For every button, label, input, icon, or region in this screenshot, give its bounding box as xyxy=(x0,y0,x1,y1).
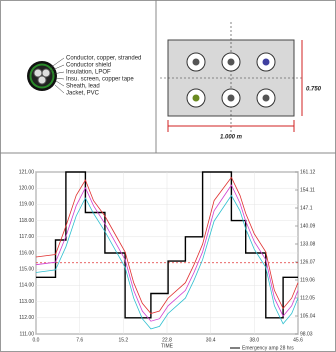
height-label: 0.750 xyxy=(306,87,322,93)
series-line xyxy=(35,176,299,314)
y-tick-label: 113.00 xyxy=(19,299,34,305)
x-tick-label: 15.2 xyxy=(118,337,128,343)
series-line xyxy=(35,184,299,322)
y2-tick-label: 133.08 xyxy=(300,241,316,247)
cable-label: Conductor, copper, stranded xyxy=(66,56,141,62)
y2-tick-label: 154.11 xyxy=(300,187,315,193)
y-tick-label: 112.00 xyxy=(19,315,34,321)
cable-label: Sheath, lead xyxy=(66,84,100,90)
series-line xyxy=(35,194,299,330)
cable-label: Jacket, PVC xyxy=(66,91,100,97)
y2-tick-label: 119.06 xyxy=(300,277,315,283)
x-tick-label: 30.4 xyxy=(206,337,216,343)
cable-label: Conductor shield xyxy=(66,63,111,69)
y-tick-label: 120.00 xyxy=(19,186,35,192)
cable-icon xyxy=(27,57,65,94)
y2-tick-label: 147.1 xyxy=(300,205,313,211)
x-axis-label: TIME xyxy=(161,343,174,349)
y-tick-label: 114.00 xyxy=(19,283,34,289)
y2-tick-label: 105.04 xyxy=(300,313,316,319)
legend-label: Emergency amp 28 hrs xyxy=(242,345,294,351)
y-tick-label: 117.00 xyxy=(19,234,34,240)
ductbank xyxy=(160,22,303,134)
y2-tick-label: 140.09 xyxy=(300,223,316,229)
x-tick-label: 22.8 xyxy=(162,337,172,343)
x-tick-label: 0.0 xyxy=(33,337,40,343)
x-tick-label: 38.0 xyxy=(249,337,259,343)
x-tick-label: 45.6 xyxy=(293,337,303,343)
cable-label: Insulation, LPOF xyxy=(66,70,111,76)
y2-tick-label: 98.03 xyxy=(300,331,313,337)
y-tick-label: 115.00 xyxy=(19,267,34,273)
y2-tick-label: 161.12 xyxy=(300,169,316,175)
width-label: 1.000 m xyxy=(220,135,243,141)
y-tick-label: 118.00 xyxy=(19,218,34,224)
x-tick-label: 7.6 xyxy=(76,337,83,343)
y-tick-label: 116.00 xyxy=(19,250,34,256)
y2-tick-label: 112.05 xyxy=(300,295,315,301)
series-line xyxy=(36,171,298,319)
y2-tick-label: 126.07 xyxy=(300,259,316,265)
cable-label: Insu. screen, copper tape xyxy=(66,77,134,83)
y-tick-label: 121.00 xyxy=(19,169,35,175)
y-tick-label: 119.00 xyxy=(19,202,34,208)
y-tick-label: 111.00 xyxy=(19,331,34,337)
